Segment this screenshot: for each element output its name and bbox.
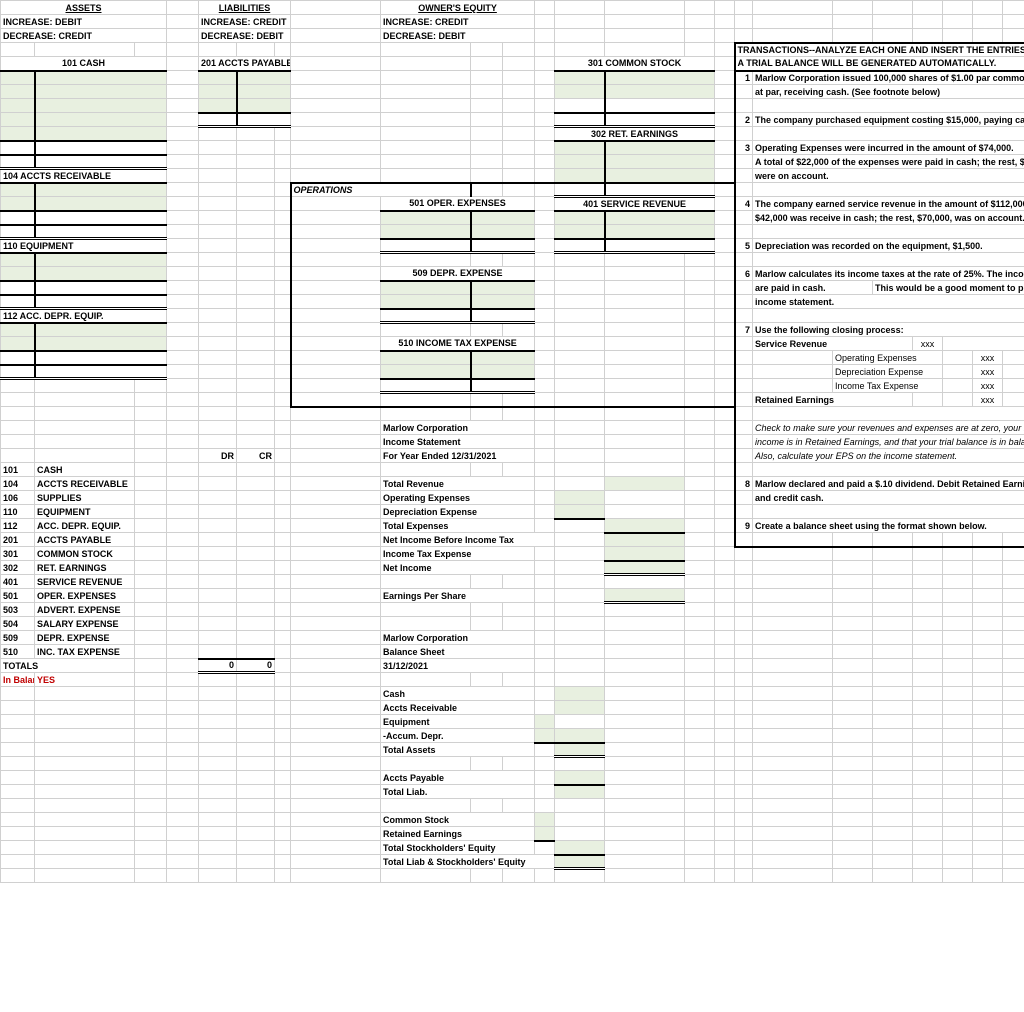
closing-oe: Operating Expenses — [833, 351, 943, 365]
t-501-oe: 501 OPER. EXPENSES — [381, 197, 535, 211]
t-401-sr: 401 SERVICE REVENUE — [555, 197, 715, 211]
is-eps: Earnings Per Share — [381, 589, 535, 603]
t-301-cs: 301 COMMON STOCK — [555, 57, 715, 71]
bs-total-liab-se: Total Liab & Stockholders' Equity — [381, 855, 555, 869]
tx-9-num: 9 — [735, 519, 753, 533]
cash-dr-1[interactable] — [1, 71, 35, 85]
t-112-ade: 112 ACC. DEPR. EQUIP. — [1, 309, 167, 323]
bs-company: Marlow Corporation — [381, 631, 535, 645]
tx-6-num: 6 — [735, 267, 753, 281]
closing-sr: Service Revenue — [753, 337, 913, 351]
in-balance-label: In Balance — [1, 673, 35, 687]
operations-label: OPERATIONS — [291, 183, 471, 197]
oe-decrease: DECREASE: DEBIT — [381, 29, 535, 43]
owners-equity-header: OWNER'S EQUITY — [381, 1, 535, 15]
t-110-eq: 110 EQUIPMENT — [1, 239, 167, 253]
tx-4-num: 4 — [735, 197, 753, 211]
liab-decrease: DECREASE: DEBIT — [199, 29, 291, 43]
in-balance-yes: YES — [35, 673, 135, 687]
t-302-re: 302 RET. EARNINGS — [555, 127, 715, 141]
tx-4-line1: The company earned service revenue in th… — [753, 197, 1024, 211]
is-total-revenue: Total Revenue — [381, 477, 535, 491]
bs-date: 31/12/2021 — [381, 659, 535, 673]
tx-8-line1: Marlow declared and paid a $.10 dividend… — [753, 477, 1024, 491]
tx-5-line1: Depreciation was recorded on the equipme… — [753, 239, 1024, 253]
tx-4-line2: $42,000 was receive in cash; the rest, $… — [753, 211, 1024, 225]
tb-totals-cr: 0 — [237, 659, 275, 673]
tx-1-line1: Marlow Corporation issued 100,000 shares… — [753, 71, 1024, 85]
t-509-de: 509 DEPR. EXPENSE — [381, 267, 535, 281]
tx-8-line2: and credit cash. — [753, 491, 1024, 505]
assets-header: ASSETS — [1, 1, 167, 15]
is-net-income: Net Income — [381, 561, 535, 575]
tx-7-line1: Use the following closing process: — [753, 323, 1024, 337]
liabilities-header: LIABILITIES — [199, 1, 291, 15]
t-101-cash: 101 CASH — [1, 57, 167, 71]
tx-7-num: 7 — [735, 323, 753, 337]
bs-re: Retained Earnings — [381, 827, 535, 841]
is-title: Income Statement — [381, 435, 535, 449]
tx-6-line3: income statement. — [753, 295, 1024, 309]
bs-cash: Cash — [381, 687, 535, 701]
t-201-ap: 201 ACCTS PAYABLE — [199, 57, 291, 71]
check-note-2: income is in Retained Earnings, and that… — [753, 435, 1024, 449]
instructions-header-2: A TRIAL BALANCE WILL BE GENERATED AUTOMA… — [735, 57, 1024, 71]
tx-2-num: 2 — [735, 113, 753, 127]
tx-3-line1: Operating Expenses were incurred in the … — [753, 141, 1024, 155]
liab-increase: INCREASE: CREDIT — [199, 15, 291, 29]
is-company: Marlow Corporation — [381, 421, 535, 435]
tb-totals-label: TOTALS — [1, 659, 135, 673]
tx-3-num: 3 — [735, 141, 753, 155]
bs-ar: Accts Receivable — [381, 701, 535, 715]
tx-3-line3: were on account. — [753, 169, 1024, 183]
tb-row-0-name: CASH — [35, 463, 135, 477]
tb-cr-header: CR — [237, 449, 275, 463]
t-104-ar: 104 ACCTS RECEIVABLE — [1, 169, 167, 183]
bs-accum-depr: -Accum. Depr. — [381, 729, 535, 743]
bs-title: Balance Sheet — [381, 645, 535, 659]
bs-ap: Accts Payable — [381, 771, 535, 785]
is-total-exp: Total Expenses — [381, 519, 535, 533]
assets-decrease: DECREASE: CREDIT — [1, 29, 167, 43]
tx-8-num: 8 — [735, 477, 753, 491]
assets-increase: INCREASE: DEBIT — [1, 15, 167, 29]
instructions-header-1: TRANSACTIONS--ANALYZE EACH ONE AND INSER… — [735, 43, 1024, 57]
is-period: For Year Ended 12/31/2021 — [381, 449, 535, 463]
check-note-3: Also, calculate your EPS on the income s… — [753, 449, 1024, 463]
bs-eq: Equipment — [381, 715, 535, 729]
tx-6-line2a: are paid in cash. — [753, 281, 873, 295]
tb-totals-dr: 0 — [199, 659, 237, 673]
closing-re: Retained Earnings — [753, 393, 913, 407]
bs-cs: Common Stock — [381, 813, 535, 827]
tx-6-line2b: This would be a good moment to prepare t… — [873, 281, 1024, 295]
closing-ite: Income Tax Expense — [833, 379, 943, 393]
tb-dr-header: DR — [199, 449, 237, 463]
is-oper-exp: Operating Expenses — [381, 491, 535, 505]
tx-9-line1: Create a balance sheet using the format … — [753, 519, 1024, 533]
tx-1-line2: at par, receiving cash. (See footnote be… — [753, 85, 1024, 99]
tx-3-line2: A total of $22,000 of the expenses were … — [753, 155, 1024, 169]
oe-increase: INCREASE: CREDIT — [381, 15, 535, 29]
check-note-1: Check to make sure your revenues and exp… — [753, 421, 1024, 435]
tx-5-num: 5 — [735, 239, 753, 253]
is-depr-exp: Depreciation Expense — [381, 505, 535, 519]
bs-total-liab: Total Liab. — [381, 785, 535, 799]
spreadsheet: ASSETS LIABILITIES OWNER'S EQUITY INCREA… — [0, 0, 1024, 883]
tx-1-num: 1 — [735, 71, 753, 85]
bs-total-assets: Total Assets — [381, 743, 535, 757]
tx-6-line1: Marlow calculates its income taxes at th… — [753, 267, 1024, 281]
is-nibt: Net Income Before Income Tax — [381, 533, 555, 547]
tb-row-0-num: 101 — [1, 463, 35, 477]
tx-2-line1: The company purchased equipment costing … — [753, 113, 1024, 127]
is-ite: Income Tax Expense — [381, 547, 535, 561]
closing-de: Depreciation Expense — [833, 365, 943, 379]
t-510-ite: 510 INCOME TAX EXPENSE — [381, 337, 535, 351]
bs-total-se: Total Stockholders' Equity — [381, 841, 535, 855]
